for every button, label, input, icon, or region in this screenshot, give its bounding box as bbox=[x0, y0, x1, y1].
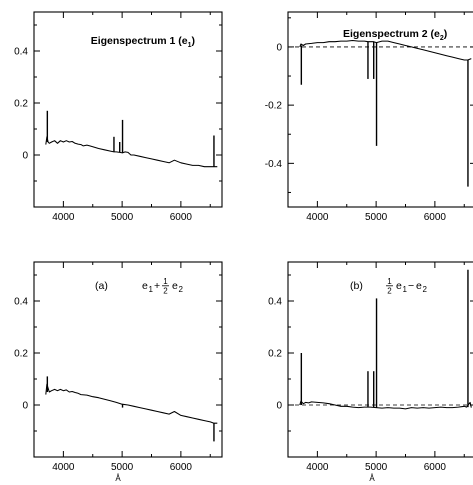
formula-subscript: 1 bbox=[403, 285, 408, 294]
x-tick-label: 4000 bbox=[306, 212, 329, 223]
panel-title: Eigenspectrum 2 (e2) bbox=[343, 28, 447, 42]
panel-eigenspectrum-2: 4000 5000 6000 0 -0.2 -0.4 Eigenspectrum 2 (e… bbox=[265, 11, 473, 223]
x-tick-label: 6000 bbox=[424, 462, 447, 473]
axis-ticks: 4000 5000 6000 0 -0.2 -0.4 bbox=[265, 12, 473, 223]
plot-frame bbox=[33, 11, 223, 208]
y-tick-label: 0.2 bbox=[14, 349, 28, 360]
y-tick-label: 0.4 bbox=[14, 297, 28, 308]
y-tick-label: 0.2 bbox=[268, 349, 282, 360]
x-tick-label: 4000 bbox=[52, 212, 75, 223]
axis-ticks: 4000 5000 6000 0 0.2 0.4 bbox=[268, 262, 473, 473]
spectrum-marks bbox=[288, 39, 473, 187]
spectrum-line bbox=[45, 383, 218, 424]
axis-ticks: 4000 5000 6000 0 0.2 0.4 bbox=[14, 12, 222, 223]
x-tick-label: 6000 bbox=[170, 462, 193, 473]
spectrum-marks bbox=[45, 376, 218, 442]
formula-subscript: 2 bbox=[179, 285, 184, 294]
panel-label: (a) bbox=[95, 280, 108, 292]
formula-term: e bbox=[142, 280, 148, 292]
y-tick-label: 0 bbox=[276, 401, 282, 412]
x-tick-label: 4000 bbox=[52, 462, 75, 473]
y-tick-label: 0.2 bbox=[14, 99, 28, 110]
plot-frame bbox=[33, 261, 223, 458]
fraction-denominator: 2 bbox=[163, 287, 168, 296]
formula-term: + bbox=[154, 280, 160, 292]
x-tick-label: 4000 bbox=[306, 462, 329, 473]
formula-subscript: 2 bbox=[423, 285, 428, 294]
x-axis-label: Å bbox=[369, 474, 375, 483]
x-tick-label: 5000 bbox=[365, 462, 388, 473]
y-tick-label: -0.2 bbox=[265, 101, 283, 112]
spectrum-line bbox=[45, 136, 218, 168]
formula-term: e bbox=[172, 280, 178, 292]
panel-eigenspectrum-1: 4000 5000 6000 0 0.2 0.4 Eigenspectrum 1 (e1) bbox=[14, 11, 223, 223]
panel-formula: e 1 +12 e 2 bbox=[142, 277, 184, 296]
x-axis-label: Å bbox=[115, 474, 121, 483]
formula-subscript: 1 bbox=[149, 285, 154, 294]
plot-frame bbox=[287, 261, 473, 458]
panel-formula: 12 e 1− e 2 bbox=[386, 277, 428, 296]
fraction-numerator: 1 bbox=[163, 277, 168, 286]
y-tick-label: 0 bbox=[22, 151, 28, 162]
axis-ticks: 4000 5000 6000 0 0.2 0.4 bbox=[14, 262, 222, 473]
fraction-denominator: 2 bbox=[387, 287, 392, 296]
formula-term: − bbox=[408, 280, 414, 292]
formula-term: e bbox=[396, 280, 402, 292]
formula-term: e bbox=[416, 280, 422, 292]
x-tick-label: 6000 bbox=[170, 212, 193, 223]
y-tick-label: 0.4 bbox=[268, 297, 282, 308]
y-tick-label: 0 bbox=[276, 42, 282, 53]
panel-title: Eigenspectrum 1 (e1) bbox=[91, 35, 195, 49]
plot-frame bbox=[287, 11, 473, 208]
x-tick-label: 5000 bbox=[365, 212, 388, 223]
spectrum-marks bbox=[45, 110, 218, 168]
spectrum-line bbox=[299, 400, 472, 410]
fraction-numerator: 1 bbox=[387, 277, 392, 286]
y-tick-label: 0 bbox=[22, 401, 28, 412]
y-tick-label: 0.4 bbox=[14, 47, 28, 58]
x-tick-label: 5000 bbox=[111, 212, 134, 223]
x-tick-label: 6000 bbox=[424, 212, 447, 223]
spectrum-marks bbox=[288, 269, 473, 410]
y-tick-label: -0.4 bbox=[265, 159, 283, 170]
spectrum-line bbox=[299, 39, 472, 61]
panel-label: (b) bbox=[350, 280, 363, 292]
x-tick-label: 5000 bbox=[111, 462, 134, 473]
